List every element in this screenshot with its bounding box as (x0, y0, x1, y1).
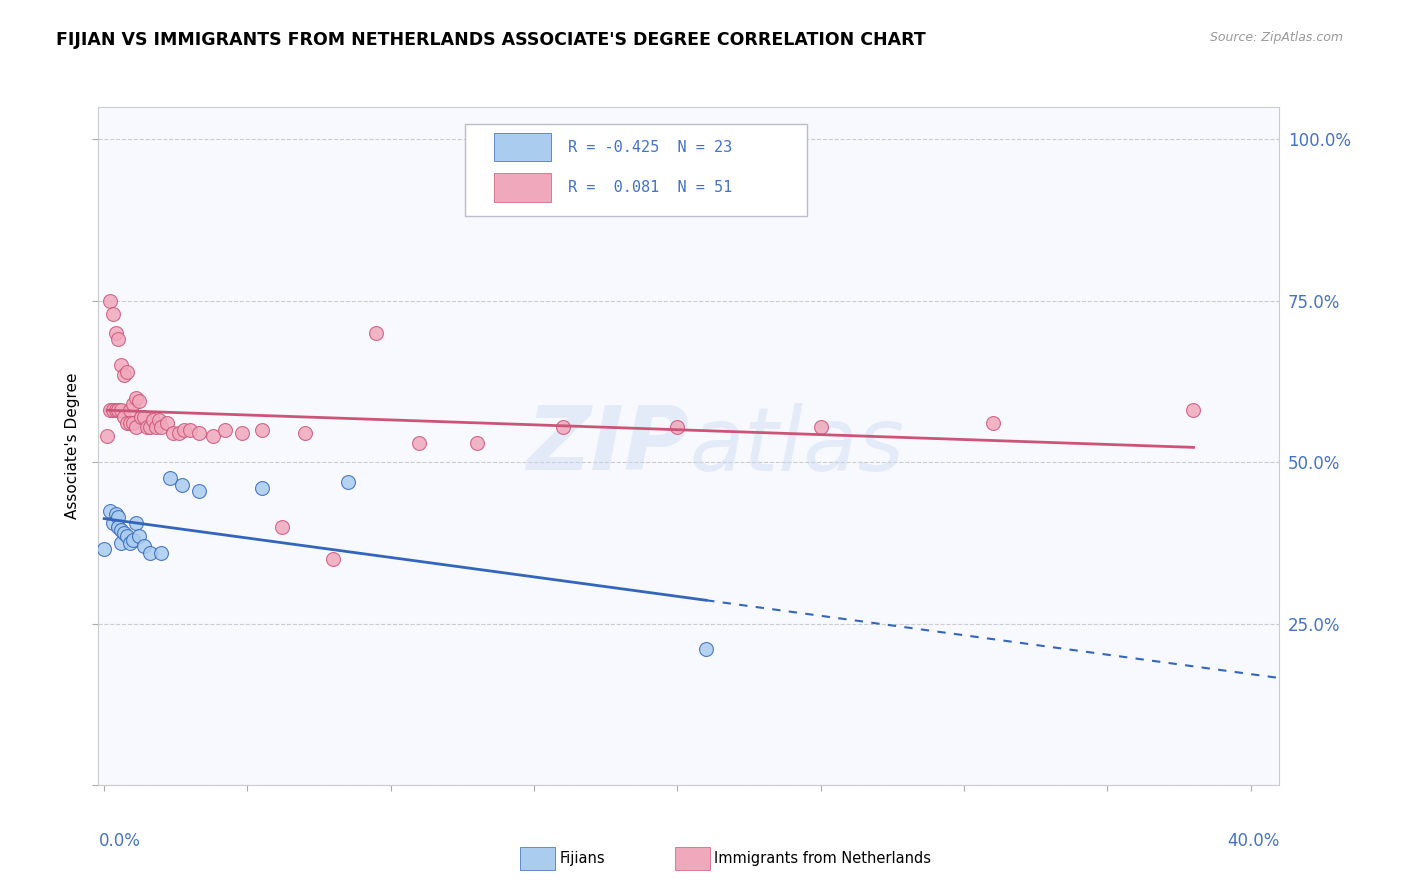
Point (125, 419, 148, 434)
Point (107, 510, 129, 524)
Point (110, 523, 132, 537)
Point (107, 519, 129, 533)
Point (142, 413, 165, 427)
Text: Source: ZipAtlas.com: Source: ZipAtlas.com (1209, 31, 1343, 45)
Point (96, 429, 118, 443)
Point (551, 419, 574, 434)
Point (104, 507, 127, 521)
Point (145, 419, 167, 434)
Point (121, 397, 143, 411)
Point (121, 417, 143, 431)
Point (118, 536, 141, 550)
Point (128, 393, 150, 408)
Point (250, 481, 273, 495)
Point (125, 391, 148, 405)
Text: 40.0%: 40.0% (1227, 832, 1279, 850)
Text: atlas: atlas (689, 403, 904, 489)
Point (173, 423, 195, 437)
Point (1182, 403, 1205, 417)
Point (112, 409, 135, 424)
Point (115, 529, 138, 543)
Point (148, 413, 170, 427)
Point (167, 426, 190, 441)
Point (121, 533, 143, 547)
Point (136, 419, 159, 434)
Text: Fijians: Fijians (560, 852, 605, 866)
Point (125, 516, 148, 531)
Point (250, 423, 273, 437)
Point (104, 326, 127, 340)
Point (110, 359, 132, 373)
Point (93, 542, 115, 557)
Point (139, 545, 162, 559)
Point (98, 503, 121, 517)
Point (170, 477, 193, 491)
Point (150, 419, 173, 434)
Point (336, 475, 359, 489)
Point (98, 403, 121, 417)
Point (150, 545, 173, 559)
Point (322, 552, 344, 566)
Text: R = -0.425  N = 23: R = -0.425 N = 23 (568, 139, 733, 154)
Point (695, 642, 717, 657)
Point (112, 526, 135, 541)
Point (101, 403, 124, 417)
Bar (494, 133, 551, 161)
Point (101, 307, 124, 321)
Point (139, 419, 162, 434)
Point (981, 417, 1004, 431)
Point (131, 409, 153, 424)
Point (294, 426, 316, 441)
Point (179, 423, 201, 437)
Text: 0.0%: 0.0% (98, 832, 141, 850)
Point (118, 417, 141, 431)
Point (156, 417, 179, 431)
Point (187, 484, 209, 499)
Point (187, 426, 209, 441)
Text: R =  0.081  N = 51: R = 0.081 N = 51 (568, 180, 733, 195)
Point (128, 529, 150, 543)
Text: ZIP: ZIP (526, 402, 689, 490)
Point (110, 536, 132, 550)
Point (107, 403, 129, 417)
Point (408, 435, 430, 450)
Point (202, 429, 225, 443)
Y-axis label: Associate's Degree: Associate's Degree (65, 373, 80, 519)
Point (810, 419, 832, 434)
Point (101, 516, 124, 531)
Text: Immigrants from Netherlands: Immigrants from Netherlands (714, 852, 931, 866)
Point (112, 368, 135, 382)
Point (110, 403, 132, 417)
FancyBboxPatch shape (464, 124, 807, 216)
Point (214, 423, 236, 437)
Point (162, 426, 184, 441)
Point (134, 539, 156, 553)
Point (231, 426, 253, 441)
Point (134, 409, 156, 424)
Text: FIJIAN VS IMMIGRANTS FROM NETHERLANDS ASSOCIATE'S DEGREE CORRELATION CHART: FIJIAN VS IMMIGRANTS FROM NETHERLANDS AS… (56, 31, 927, 49)
Point (159, 471, 181, 485)
Point (666, 419, 689, 434)
Point (115, 365, 138, 379)
Point (366, 326, 388, 340)
Point (118, 403, 141, 417)
Point (98, 293, 121, 308)
Point (270, 519, 292, 533)
Point (115, 417, 138, 431)
Point (107, 333, 129, 347)
Bar (494, 173, 551, 202)
Point (465, 435, 488, 450)
Point (104, 403, 127, 417)
